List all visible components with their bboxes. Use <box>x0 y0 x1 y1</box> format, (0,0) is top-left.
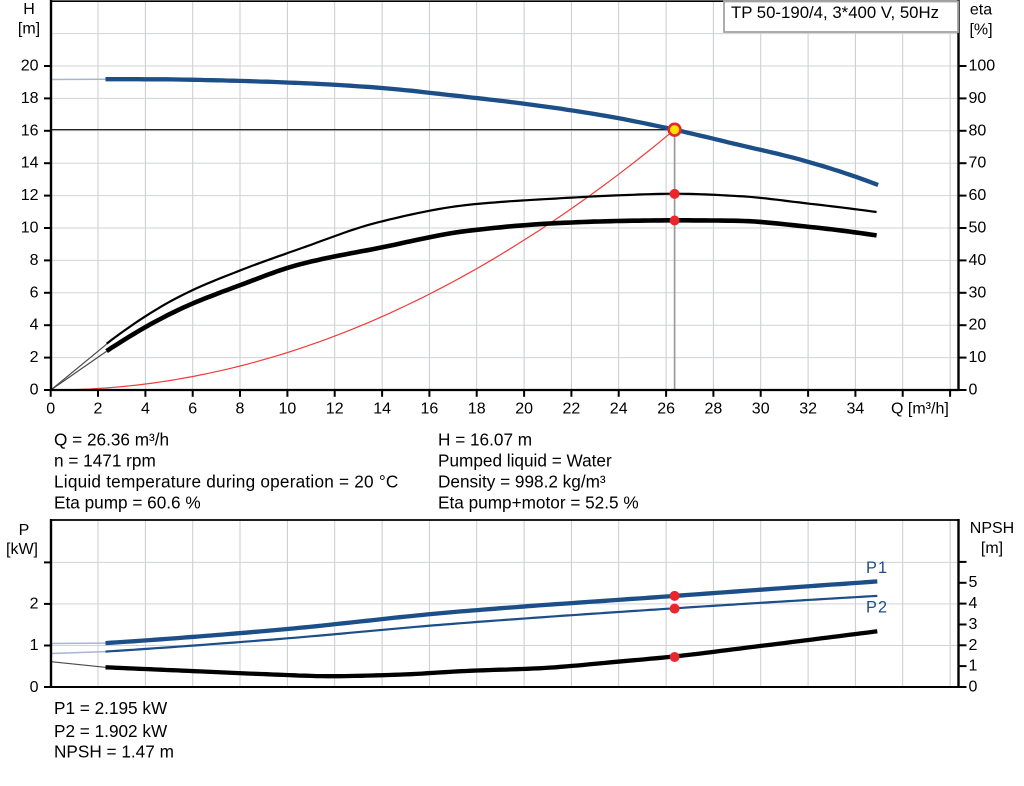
svg-text:0: 0 <box>969 679 978 696</box>
svg-text:10: 10 <box>969 349 987 366</box>
svg-text:12: 12 <box>21 187 39 204</box>
svg-text:8: 8 <box>236 400 245 417</box>
svg-text:32: 32 <box>799 400 817 417</box>
svg-text:Q [m³/h]: Q [m³/h] <box>891 400 949 417</box>
svg-text:10: 10 <box>21 220 39 237</box>
svg-text:P: P <box>19 522 30 539</box>
svg-text:16: 16 <box>21 122 39 139</box>
svg-text:16: 16 <box>421 400 439 417</box>
svg-text:4: 4 <box>969 595 978 612</box>
svg-text:18: 18 <box>468 400 486 417</box>
svg-text:50: 50 <box>969 220 987 237</box>
svg-text:4: 4 <box>30 317 39 334</box>
svg-text:8: 8 <box>30 252 39 269</box>
svg-text:[m]: [m] <box>18 21 40 38</box>
svg-text:18: 18 <box>21 90 39 107</box>
svg-text:28: 28 <box>705 400 723 417</box>
svg-text:34: 34 <box>847 400 865 417</box>
svg-text:0: 0 <box>969 382 978 399</box>
svg-text:6: 6 <box>30 284 39 301</box>
svg-text:30: 30 <box>752 400 770 417</box>
svg-text:22: 22 <box>563 400 581 417</box>
svg-text:eta: eta <box>970 2 992 19</box>
svg-text:Density = 998.2 kg/m³: Density = 998.2 kg/m³ <box>438 472 606 492</box>
svg-text:1: 1 <box>30 637 39 654</box>
svg-text:P2: P2 <box>866 599 888 617</box>
svg-text:10: 10 <box>279 400 297 417</box>
svg-text:Q = 26.36 m³/h: Q = 26.36 m³/h <box>54 430 169 450</box>
svg-text:24: 24 <box>610 400 628 417</box>
svg-text:0: 0 <box>30 382 39 399</box>
svg-text:[m]: [m] <box>981 540 1003 557</box>
svg-text:3: 3 <box>969 616 978 633</box>
svg-text:90: 90 <box>969 90 987 107</box>
svg-text:26: 26 <box>657 400 675 417</box>
svg-text:0: 0 <box>30 679 39 696</box>
svg-text:2: 2 <box>94 400 103 417</box>
svg-text:30: 30 <box>969 284 987 301</box>
svg-text:2: 2 <box>969 637 978 654</box>
svg-text:80: 80 <box>969 122 987 139</box>
svg-text:NPSH: NPSH <box>970 520 1014 537</box>
svg-text:14: 14 <box>373 400 391 417</box>
svg-text:[%]: [%] <box>969 21 992 38</box>
svg-text:P1 = 2.195 kW: P1 = 2.195 kW <box>54 698 168 718</box>
svg-text:P1: P1 <box>866 559 888 577</box>
svg-text:100: 100 <box>969 58 996 75</box>
svg-text:14: 14 <box>21 155 39 172</box>
svg-text:20: 20 <box>969 317 987 334</box>
svg-text:Eta pump = 60.6 %: Eta pump = 60.6 % <box>54 492 201 512</box>
svg-text:Eta pump+motor = 52.5 %: Eta pump+motor = 52.5 % <box>438 492 639 512</box>
svg-text:1: 1 <box>969 658 978 675</box>
svg-text:2: 2 <box>30 596 39 613</box>
svg-text:0: 0 <box>46 400 55 417</box>
svg-text:5: 5 <box>969 574 978 591</box>
svg-text:n = 1471 rpm: n = 1471 rpm <box>54 451 156 471</box>
svg-text:NPSH = 1.47 m: NPSH = 1.47 m <box>54 742 174 762</box>
svg-text:H: H <box>23 1 35 18</box>
svg-text:4: 4 <box>141 400 150 417</box>
svg-text:H = 16.07 m: H = 16.07 m <box>438 430 532 450</box>
svg-text:60: 60 <box>969 187 987 204</box>
svg-text:2: 2 <box>30 349 39 366</box>
svg-text:[kW]: [kW] <box>6 541 38 558</box>
svg-text:Pumped liquid = Water: Pumped liquid = Water <box>438 451 612 471</box>
svg-text:20: 20 <box>21 58 39 75</box>
svg-text:40: 40 <box>969 252 987 269</box>
svg-text:6: 6 <box>188 400 197 417</box>
svg-text:20: 20 <box>515 400 533 417</box>
svg-text:P2 = 1.902 kW: P2 = 1.902 kW <box>54 721 168 741</box>
svg-text:70: 70 <box>969 155 987 172</box>
svg-text:Liquid temperature during oper: Liquid temperature during operation = 20… <box>54 472 399 492</box>
svg-text:12: 12 <box>326 400 344 417</box>
svg-text:TP 50-190/4, 3*400 V, 50Hz: TP 50-190/4, 3*400 V, 50Hz <box>731 3 939 22</box>
